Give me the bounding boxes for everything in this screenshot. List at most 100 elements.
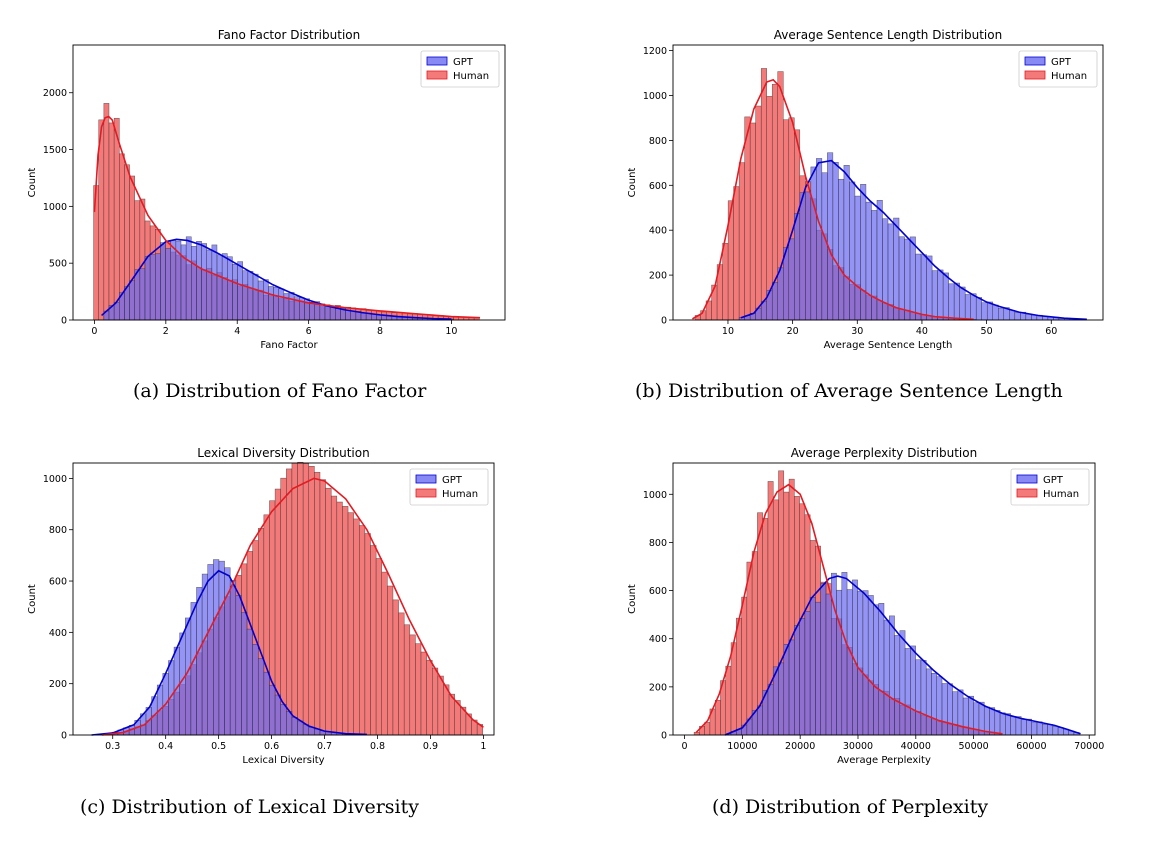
gpt-bar bbox=[920, 254, 927, 321]
human-legend-swatch bbox=[415, 488, 437, 498]
gpt-bar bbox=[942, 272, 949, 321]
chart-title: Fano Factor Distribution bbox=[218, 28, 360, 42]
gpt-bar bbox=[1014, 312, 1021, 321]
y-tick-label: 800 bbox=[649, 136, 667, 147]
gpt-bar bbox=[867, 595, 874, 736]
gpt-bar bbox=[278, 288, 285, 321]
gpt-bar bbox=[1009, 310, 1016, 321]
gpt-bar bbox=[849, 181, 856, 321]
gpt-bar bbox=[999, 712, 1006, 736]
x-axis-label: Average Perplexity bbox=[837, 755, 931, 766]
human-bar bbox=[297, 461, 304, 736]
gpt-bar bbox=[909, 236, 916, 321]
y-tick-label: 0 bbox=[61, 316, 67, 327]
y-tick-label: 200 bbox=[649, 682, 667, 693]
gpt-bar bbox=[308, 727, 315, 736]
gpt-bar bbox=[788, 639, 795, 736]
y-tick-label: 1000 bbox=[43, 202, 67, 213]
caption-d: (d) Distribution of Perplexity bbox=[712, 796, 989, 818]
gpt-bar bbox=[124, 286, 130, 321]
gpt-bar bbox=[274, 694, 281, 736]
y-tick-label: 0 bbox=[661, 731, 667, 742]
gpt-bar bbox=[280, 704, 287, 736]
gpt-bar bbox=[1020, 719, 1027, 736]
legend: GPT Human bbox=[420, 50, 500, 88]
chart-panel-sentence-length: Average Sentence Length Distribution 10 20… bbox=[590, 20, 1159, 365]
gpt-bar bbox=[273, 287, 279, 321]
gpt-bar bbox=[948, 283, 955, 321]
gpt-bar bbox=[925, 668, 932, 736]
y-axis-label: Count bbox=[627, 584, 638, 614]
gpt-bar bbox=[871, 210, 878, 321]
human-bar bbox=[725, 665, 732, 736]
human-bar bbox=[370, 545, 377, 736]
gpt-bar bbox=[190, 602, 197, 736]
gpt-bar bbox=[1036, 721, 1043, 736]
human-legend-swatch bbox=[1016, 488, 1038, 498]
chart-title: Average Sentence Length Distribution bbox=[774, 28, 1002, 42]
gpt-bar bbox=[810, 166, 817, 321]
gpt-bar bbox=[936, 676, 943, 736]
gpt-bar bbox=[941, 683, 948, 736]
gpt-bar bbox=[247, 271, 254, 321]
y-tick-label: 400 bbox=[649, 634, 667, 645]
gpt-bar bbox=[165, 248, 171, 321]
legend-entry: Human bbox=[442, 489, 478, 500]
y-tick-label: 200 bbox=[649, 271, 667, 282]
gpt-bar bbox=[201, 243, 207, 321]
gpt-bar bbox=[805, 191, 812, 321]
x-axis-label: Fano Factor bbox=[260, 340, 318, 351]
gpt-bar bbox=[252, 644, 259, 736]
x-tick-label: 0.7 bbox=[317, 741, 332, 752]
x-tick-label: 0.3 bbox=[105, 741, 120, 752]
gpt-bar bbox=[160, 242, 166, 321]
human-bar bbox=[751, 551, 758, 736]
gpt-bar bbox=[957, 689, 964, 736]
legend: GPT Human bbox=[1010, 468, 1090, 506]
gpt-bar bbox=[360, 312, 367, 321]
gpt-bar bbox=[893, 217, 900, 321]
gpt-bar bbox=[794, 213, 801, 321]
gpt-bar bbox=[227, 256, 233, 321]
gpt-bars bbox=[725, 572, 1080, 736]
y-tick-label: 2000 bbox=[43, 88, 67, 99]
human-bar bbox=[403, 624, 411, 736]
gpt-bar bbox=[989, 707, 996, 736]
chart-panel-lexical-diversity: Lexical Diversity Distribution 0.3 0.4 0.5 0… bbox=[0, 438, 560, 783]
gpt-bar bbox=[862, 590, 869, 736]
chart-panel-perplexity: Average Perplexity Distribution 0 10000 200… bbox=[590, 438, 1159, 783]
human-bar bbox=[319, 479, 326, 736]
human-bar bbox=[736, 617, 742, 736]
x-tick-label: 60000 bbox=[1016, 741, 1046, 752]
gpt-bar bbox=[232, 263, 238, 321]
gpt-bar bbox=[213, 559, 220, 736]
y-tick-label: 400 bbox=[649, 226, 667, 237]
x-tick-label: 8 bbox=[377, 326, 383, 337]
gpt-bar bbox=[257, 658, 265, 736]
x-tick-label: 30 bbox=[851, 326, 863, 337]
x-tick-label: 60 bbox=[1045, 326, 1057, 337]
gpt-bar bbox=[235, 595, 242, 736]
gpt-bar bbox=[1005, 713, 1011, 736]
gpt-bar bbox=[998, 307, 1005, 321]
gpt-bar bbox=[820, 583, 827, 736]
y-tick-label: 1500 bbox=[43, 145, 67, 156]
human-bar bbox=[359, 525, 366, 736]
human-bar bbox=[302, 463, 310, 736]
gpt-bar bbox=[883, 619, 890, 736]
gpt-bar bbox=[218, 560, 225, 736]
gpt-bar bbox=[821, 172, 828, 321]
legend-entry: Human bbox=[1043, 489, 1079, 500]
gpt-bar bbox=[191, 246, 197, 321]
x-tick-label: 0.4 bbox=[158, 741, 173, 752]
gpt-bar bbox=[889, 615, 895, 736]
y-tick-label: 200 bbox=[49, 679, 67, 690]
gpt-bar bbox=[777, 267, 784, 321]
y-tick-label: 1200 bbox=[643, 46, 667, 57]
human-bar bbox=[409, 634, 416, 736]
gpt-kde-line bbox=[724, 575, 1081, 736]
gpt-bar bbox=[229, 580, 237, 736]
legend-entry: GPT bbox=[442, 475, 463, 486]
gpt-kde-line bbox=[101, 238, 452, 320]
gpt-bar bbox=[794, 625, 800, 736]
